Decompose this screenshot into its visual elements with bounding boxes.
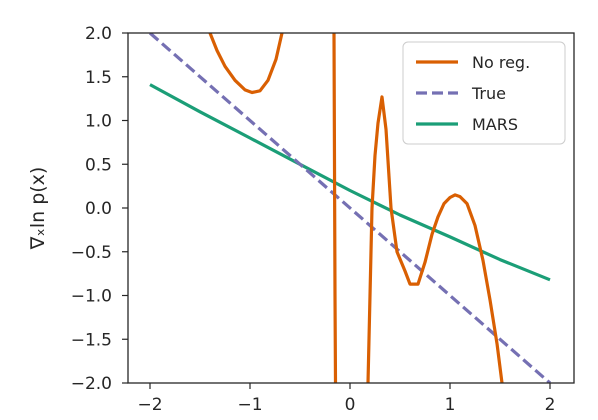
series-layer [148, 33, 552, 383]
legend-label: No reg. [472, 53, 530, 72]
series-line-true [148, 33, 552, 383]
series-line-no-reg [208, 33, 284, 95]
y-tick-label: −1.5 [71, 330, 112, 350]
x-tick-label: 2 [545, 395, 556, 415]
x-tick-label: −2 [137, 395, 162, 415]
x-tick-label: 1 [445, 395, 456, 415]
legend-box [402, 41, 566, 145]
y-tick-label: 0.0 [85, 199, 112, 219]
y-tick-label: −0.5 [71, 243, 112, 263]
y-tick-label: 1.0 [85, 112, 112, 132]
y-tick-label: 2.0 [85, 24, 112, 44]
y-tick-label: 1.5 [85, 68, 112, 88]
legend: No reg. True MARS [402, 41, 566, 145]
y-tick-label: −1.0 [71, 287, 112, 307]
y-tick-label: −2.0 [71, 374, 112, 394]
legend-label: MARS [472, 115, 518, 134]
x-axis-ticks: −2 −1 0 1 2 [137, 383, 555, 415]
y-tick-label: 0.5 [85, 155, 112, 175]
x-tick-label: −1 [237, 395, 262, 415]
series-line-mars [149, 83, 551, 282]
legend-label: True [471, 84, 506, 103]
y-axis-label: ∇ₓln p(x) [27, 167, 49, 251]
series-line-no-reg [366, 95, 504, 383]
y-axis-ticks: 2.0 1.5 1.0 0.5 0.0 −0.5 −1.0 −1.5 −2.0 [71, 24, 128, 394]
series-line-no-reg [332, 33, 338, 383]
x-tick-label: 0 [345, 395, 356, 415]
plot-area-frame [127, 32, 575, 384]
